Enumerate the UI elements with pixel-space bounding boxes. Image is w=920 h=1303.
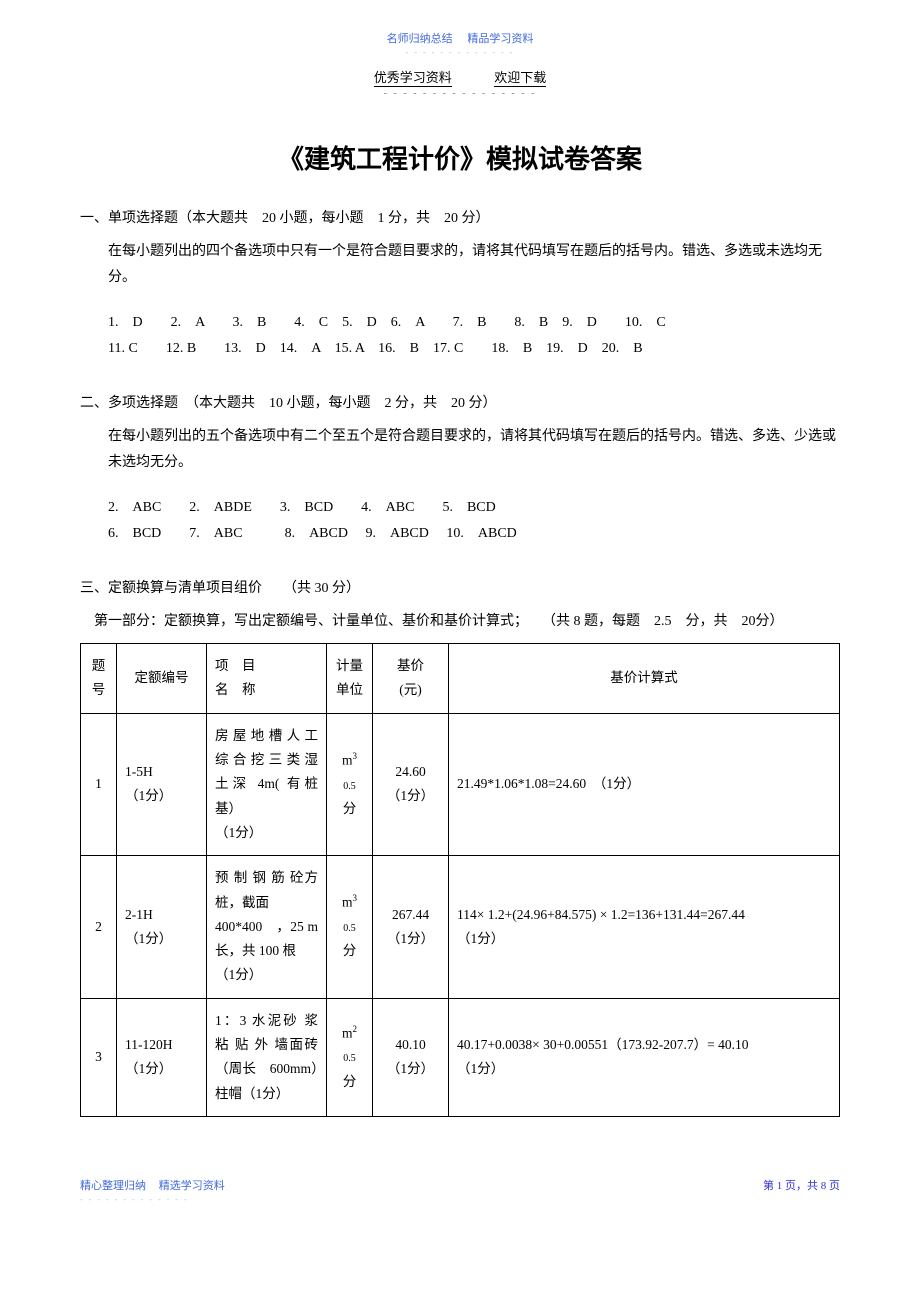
footer-left2: 精选学习资料 — [159, 1180, 225, 1192]
cell-formula: 21.49*1.06*1.08=24.60 （1分） — [449, 713, 840, 855]
cell-price: 267.44 （1分） — [373, 856, 449, 998]
section2-description: 在每小题列出的五个备选项中有二个至五个是符合题目要求的，请将其代码填写在题后的括… — [108, 424, 840, 477]
th-code: 定额编号 — [117, 644, 207, 714]
section2-heading: 二、多项选择题 （本大题共 10 小题，每小题 2 分，共 20 分） — [80, 391, 840, 418]
section1-heading: 一、单项选择题（本大题共 20 小题，每小题 1 分，共 20 分） — [80, 206, 840, 233]
section1-answers-line2: 11. C 12. B 13. D 14. A 15. A 16. B 17. … — [108, 341, 643, 356]
cell-price: 40.10 （1分） — [373, 998, 449, 1116]
header-brand-right: 精品学习资料 — [467, 33, 533, 45]
cell-code: 1-5H （1分） — [117, 713, 207, 855]
cell-num: 2 — [81, 856, 117, 998]
cell-num: 1 — [81, 713, 117, 855]
table-row: 1 1-5H （1分） 房 屋 地 槽 人 工 综 合 挖 三 类 湿 土深 4… — [81, 713, 840, 855]
cell-code: 2-1H （1分） — [117, 856, 207, 998]
section1-answers: 1. D 2. A 3. B 4. C 5. D 6. A 7. B 8. B … — [108, 310, 840, 363]
table-header-row: 题号 定额编号 项 目 名 称 计量单位 基价 (元) 基价计算式 — [81, 644, 840, 714]
cell-name: 房 屋 地 槽 人 工 综 合 挖 三 类 湿 土深 4m( 有桩基） （1分） — [207, 713, 327, 855]
th-unit: 计量单位 — [327, 644, 373, 714]
footer-dots-decoration: - - - - - - - - - - - - - — [80, 1195, 840, 1204]
header-sub-left: 优秀学习资料 — [374, 70, 452, 87]
footer-left: 精心整理归纳 精选学习资料 — [80, 1180, 225, 1192]
header-subtitle: 优秀学习资料 欢迎下载 — [80, 67, 840, 86]
footer-page-number: 第 1 页，共 8 页 — [763, 1177, 840, 1193]
header-top: 名师归纳总结 精品学习资料 — [80, 30, 840, 46]
section3-subheading: 第一部分：定额换算，写出定额编号、计量单位、基价和基价计算式； （共 8 题，每… — [94, 609, 840, 636]
page-footer: 第 1 页，共 8 页 精心整理归纳 精选学习资料 - - - - - - - … — [0, 1157, 920, 1234]
document-page: 名师归纳总结 精品学习资料 - - - - - - - - - - - - - … — [0, 0, 920, 1157]
th-formula: 基价计算式 — [449, 644, 840, 714]
cell-formula: 114× 1.2+(24.96+84.575) × 1.2=136+131.44… — [449, 856, 840, 998]
section2-answers: 2. ABC 2. ABDE 3. BCD 4. ABC 5. BCD 6. B… — [108, 495, 840, 548]
section2-answers-line2: 6. BCD 7. ABC 8. ABCD 9. ABCD 10. ABCD — [108, 526, 517, 541]
cell-unit: m3 0.5 分 — [327, 713, 373, 855]
cell-name: 预 制 钢 筋 砼方桩，截面 400*400 ，25 m 长，共 100 根 （… — [207, 856, 327, 998]
cell-unit: m2 0.5 分 — [327, 998, 373, 1116]
section1-description: 在每小题列出的四个备选项中只有一个是符合题目要求的，请将其代码填写在题后的括号内… — [108, 239, 840, 292]
cell-formula: 40.17+0.0038× 30+0.00551（173.92-207.7）= … — [449, 998, 840, 1116]
table-row: 2 2-1H （1分） 预 制 钢 筋 砼方桩，截面 400*400 ，25 m… — [81, 856, 840, 998]
cell-num: 3 — [81, 998, 117, 1116]
footer-left1: 精心整理归纳 — [80, 1180, 146, 1192]
header-dash-decoration: - - - - - - - - - - - - - - - - — [80, 88, 840, 99]
section2-answers-line1: 2. ABC 2. ABDE 3. BCD 4. ABC 5. BCD — [108, 500, 496, 515]
cell-name: 1：3 水泥砂 浆 粘 贴 外 墙面砖（周长 600mm）柱帽（1分） — [207, 998, 327, 1116]
header-sub-right: 欢迎下载 — [494, 70, 546, 87]
th-price: 基价 (元) — [373, 644, 449, 714]
th-name: 项 目 名 称 — [207, 644, 327, 714]
answer-table: 题号 定额编号 项 目 名 称 计量单位 基价 (元) 基价计算式 1 1-5H… — [80, 643, 840, 1117]
section3-heading: 三、定额换算与清单项目组价 （共 30 分） — [80, 576, 840, 603]
document-title: 《建筑工程计价》模拟试卷答案 — [80, 139, 840, 176]
header-brand-left: 名师归纳总结 — [387, 33, 453, 45]
section1-answers-line1: 1. D 2. A 3. B 4. C 5. D 6. A 7. B 8. B … — [108, 315, 666, 330]
table-row: 3 11-120H （1分） 1：3 水泥砂 浆 粘 贴 外 墙面砖（周长 60… — [81, 998, 840, 1116]
header-dots-decoration: - - - - - - - - - - - - - — [80, 48, 840, 57]
cell-price: 24.60 （1分） — [373, 713, 449, 855]
th-num: 题号 — [81, 644, 117, 714]
cell-code: 11-120H （1分） — [117, 998, 207, 1116]
cell-unit: m3 0.5 分 — [327, 856, 373, 998]
